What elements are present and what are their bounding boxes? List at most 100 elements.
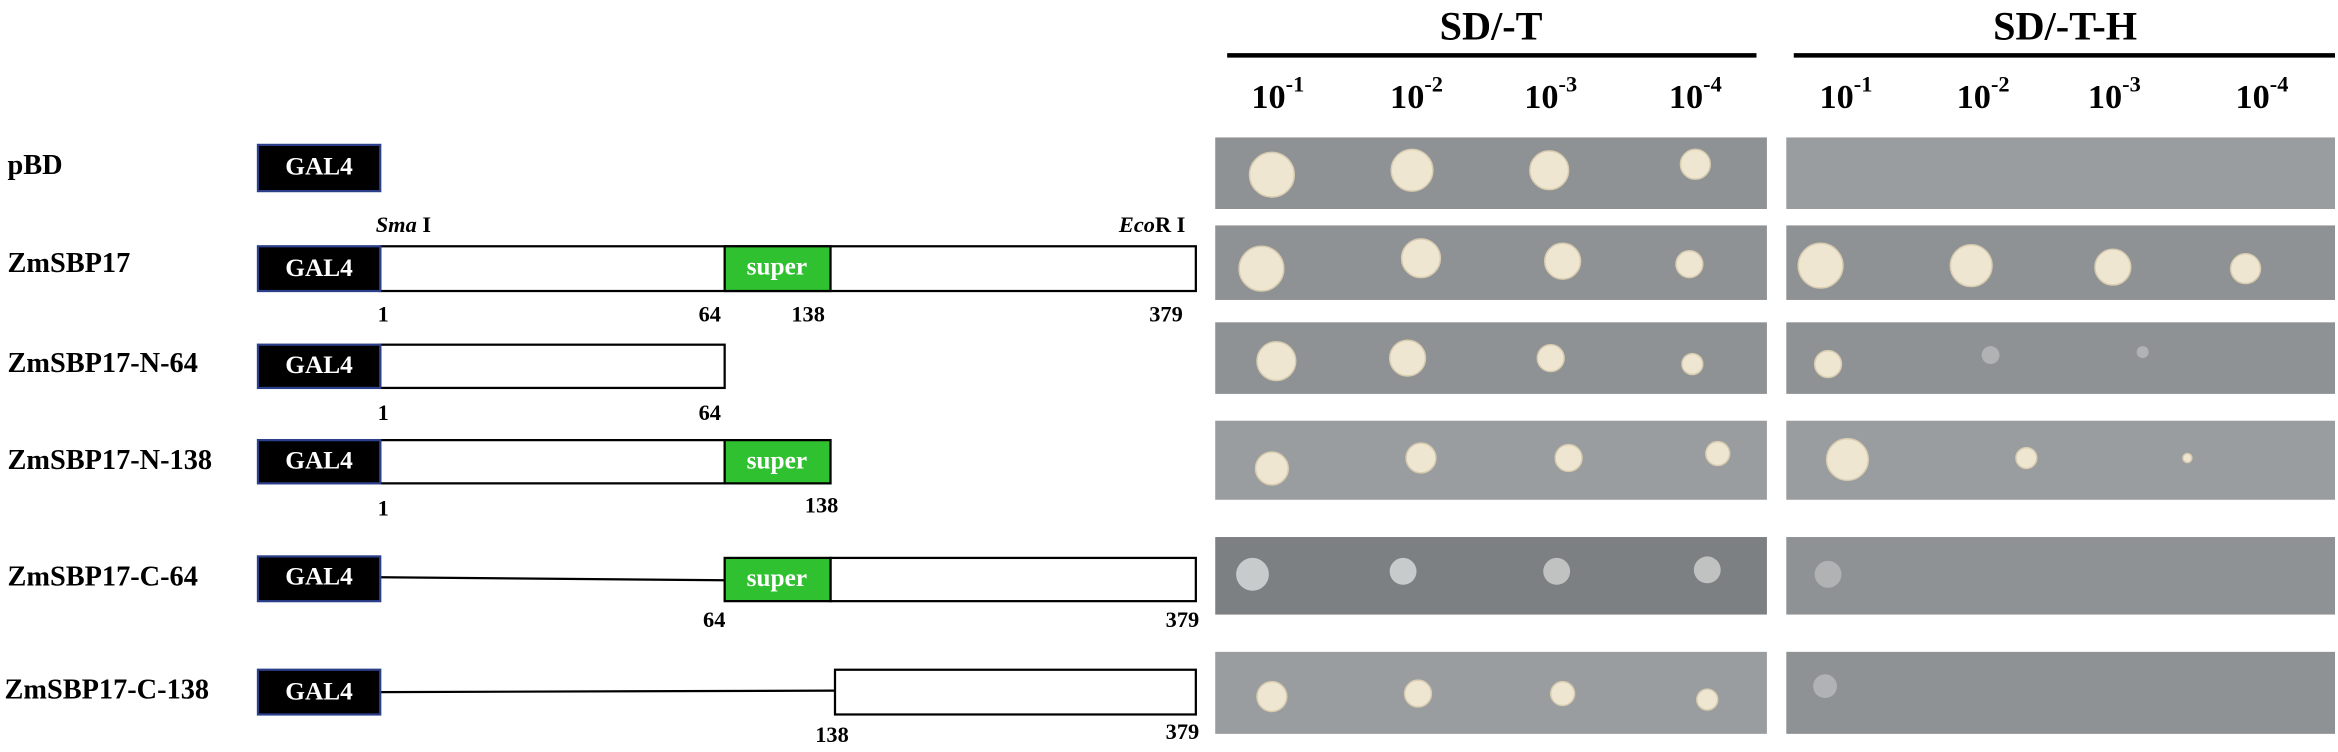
super-box [723, 556, 832, 603]
construct-label: ZmSBP17-N-138 [7, 445, 212, 476]
dilution-base: 10 [1957, 78, 1991, 116]
dilution-base: 10 [2088, 78, 2122, 116]
plate [1786, 420, 2336, 500]
protein-box [379, 438, 726, 485]
colony [1403, 679, 1433, 708]
colony [1696, 688, 1719, 711]
dilution-base: 10 [1524, 78, 1558, 116]
gal4-text: GAL4 [285, 446, 353, 474]
colony [1389, 557, 1417, 585]
dilution: 10-2 [1390, 72, 1443, 116]
position: 1 [378, 301, 389, 326]
colony [1236, 557, 1269, 591]
plate [1786, 322, 2336, 394]
colony [2182, 452, 2193, 464]
gal4-text: GAL4 [285, 351, 353, 379]
position: 1 [378, 400, 389, 425]
colony [1814, 560, 1842, 588]
gal4-box [256, 143, 382, 193]
position: 379 [1166, 719, 1200, 744]
position: 138 [805, 492, 839, 517]
plate [1215, 651, 1767, 734]
dilutions: 10-1 10-2 10-3 10-4 10-1 10-2 10-3 10-4 [1251, 72, 2288, 116]
colony [2094, 248, 2132, 286]
colony [1388, 339, 1427, 377]
plate [1215, 225, 1767, 300]
plate [1215, 137, 1767, 209]
plate [1215, 420, 1767, 500]
dilution-exponent: -2 [1991, 72, 2010, 97]
colony [1543, 557, 1571, 585]
colony [1549, 680, 1576, 707]
super-box [723, 438, 832, 485]
gal4-text: GAL4 [285, 254, 353, 282]
gal4-box [256, 438, 382, 485]
colony [1536, 343, 1565, 373]
protein-box [833, 668, 1197, 716]
gal4-text: GAL4 [285, 153, 353, 181]
dilution-base: 10 [2235, 78, 2269, 116]
protein-box [829, 556, 1197, 603]
dilution-exponent: -1 [1854, 72, 1873, 97]
dilution-exponent: -4 [1703, 72, 1722, 97]
colony [1949, 244, 1993, 288]
colony [2015, 446, 2038, 470]
colony [1705, 440, 1731, 467]
construct-label: ZmSBP17-N-64 [7, 348, 197, 379]
gal4-box [256, 343, 382, 390]
dilution-exponent: -3 [1559, 72, 1578, 97]
colony [1256, 680, 1288, 713]
gal4-text: GAL4 [285, 563, 353, 591]
site-rest: I [417, 212, 431, 237]
super-text: super [747, 252, 808, 280]
dilution-base: 10 [1251, 78, 1285, 116]
site-label: Sma I [376, 212, 431, 237]
construct-label: ZmSBP17-C-138 [4, 675, 209, 706]
deletion-line [380, 576, 725, 582]
dilution: 10-4 [2235, 72, 2288, 116]
colony [1681, 352, 1704, 376]
site-rest: R I [1155, 212, 1185, 237]
position: 1 [378, 495, 389, 520]
colony [1405, 442, 1437, 474]
dilution: 10-1 [1251, 72, 1304, 116]
colony [1813, 674, 1837, 699]
dilution: 10-1 [1819, 72, 1872, 116]
colony [2229, 252, 2262, 285]
colony [1679, 148, 1712, 180]
gal4-box [256, 668, 382, 716]
site-label: EcoR I [1118, 212, 1185, 237]
site-italic: Sma [376, 212, 417, 237]
dilution-exponent: -1 [1286, 72, 1305, 97]
plate [1215, 537, 1767, 615]
colony [1554, 443, 1583, 473]
dilution: 10-3 [1524, 72, 1577, 116]
gal4-box [256, 555, 382, 603]
dilution-base: 10 [1390, 78, 1424, 116]
dilution-base: 10 [1669, 78, 1703, 116]
plate [1786, 537, 2336, 615]
site-italic: Eco [1118, 212, 1155, 237]
dilution: 10-2 [1957, 72, 2010, 116]
gal4-box [256, 245, 382, 293]
colony [1825, 437, 1870, 482]
colony [1544, 242, 1582, 280]
position: 138 [791, 301, 825, 326]
colony [1390, 148, 1434, 192]
position: 138 [815, 722, 849, 747]
deletion-line [380, 689, 836, 694]
position: 64 [699, 301, 721, 326]
super-box [723, 245, 832, 293]
colony [2136, 346, 2149, 359]
colony [1400, 238, 1442, 279]
dilution-exponent: -4 [2270, 72, 2289, 97]
dilution-exponent: -2 [1424, 72, 1443, 97]
position: 379 [1166, 607, 1200, 632]
dilution: 10-3 [2088, 72, 2141, 116]
colony [1675, 250, 1704, 279]
colony [1248, 151, 1295, 198]
colony [1693, 556, 1721, 584]
super-text: super [747, 446, 808, 474]
